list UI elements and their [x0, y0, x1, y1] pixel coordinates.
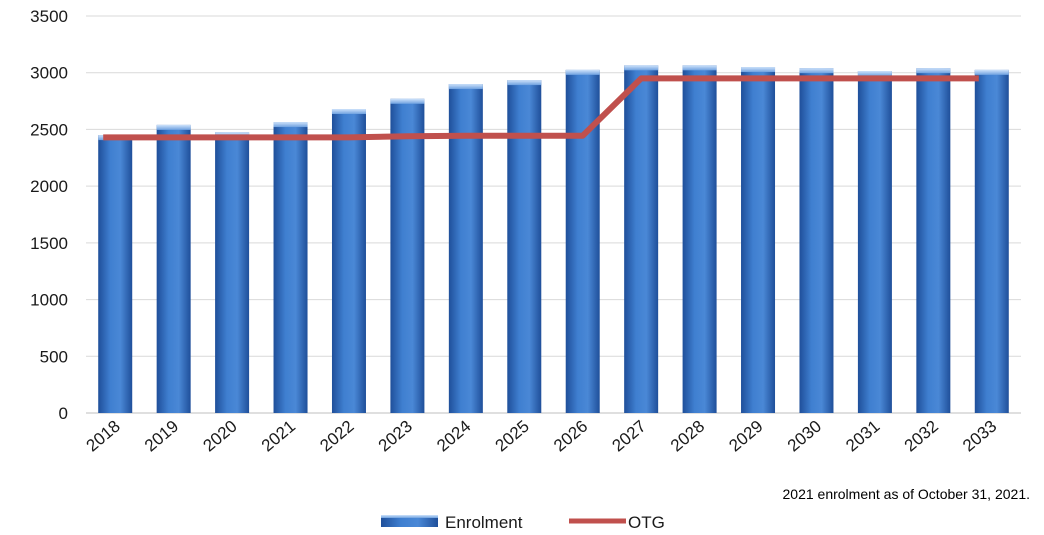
legend-swatch-enrolment — [381, 516, 438, 527]
x-tick-label: 2019 — [141, 417, 182, 456]
enrolment-bar-cap — [916, 68, 951, 74]
enrolment-bar — [273, 122, 308, 413]
enrolment-bar — [682, 65, 717, 413]
enrolment-bar-cap — [390, 98, 425, 104]
enrolment-bar-cap — [974, 69, 1009, 75]
otg-series-line — [103, 75, 979, 141]
y-tick-label: 500 — [40, 347, 68, 366]
enrolment-bars — [98, 65, 1009, 414]
enrolment-bar-cap — [857, 71, 892, 77]
enrolment-bar-cap — [507, 80, 542, 86]
enrolment-bar — [857, 71, 892, 414]
enrolment-bar-cap — [156, 124, 191, 130]
enrolment-bar-cap — [741, 67, 776, 73]
y-tick-label: 3000 — [30, 64, 68, 83]
enrolment-bar — [624, 65, 659, 413]
enrolment-bar-cap — [624, 65, 659, 71]
enrolment-bar — [974, 69, 1009, 413]
enrolment-bar — [98, 135, 133, 413]
y-axis-ticks: 0 500 1000 1500 2000 2500 3000 3500 — [30, 7, 68, 423]
x-tick-label: 2031 — [842, 417, 883, 456]
x-tick-label: 2033 — [959, 417, 1000, 456]
legend-label-enrolment: Enrolment — [445, 513, 523, 532]
x-tick-label: 2018 — [83, 417, 124, 456]
x-tick-label: 2022 — [316, 417, 357, 456]
y-tick-label: 1000 — [30, 291, 68, 310]
x-tick-label: 2021 — [258, 417, 299, 456]
x-tick-label: 2027 — [609, 417, 650, 456]
y-tick-label: 2500 — [30, 120, 68, 139]
enrolment-bar-cap — [565, 69, 600, 75]
enrolment-bar-cap — [331, 109, 366, 115]
enrolment-bar-cap — [448, 84, 483, 90]
enrolment-bar-cap — [682, 65, 717, 71]
enrolment-bar — [799, 68, 834, 414]
enrolment-bar — [916, 68, 951, 414]
legend-label-otg: OTG — [628, 513, 665, 532]
x-axis-ticks: 2018 2019 2020 2021 2022 2023 2024 2025 2026 2027… — [83, 417, 1001, 456]
y-tick-label: 3500 — [30, 7, 68, 26]
enrolment-bar — [156, 124, 191, 414]
otg-line — [103, 75, 979, 141]
x-tick-label: 2023 — [375, 417, 416, 456]
legend-swatch-enrolment-cap — [381, 515, 438, 518]
x-tick-label: 2030 — [784, 417, 825, 456]
enrolment-bar — [390, 98, 425, 413]
y-tick-label: 1500 — [30, 234, 68, 253]
enrolment-bar — [741, 67, 776, 414]
enrolment-bar — [448, 84, 483, 414]
enrolment-bar — [507, 80, 542, 413]
x-tick-label: 2026 — [550, 417, 591, 456]
y-tick-label: 2000 — [30, 177, 68, 196]
chart-note: 2021 enrolment as of October 31, 2021. — [783, 486, 1031, 502]
x-tick-label: 2029 — [725, 417, 766, 456]
enrolment-bar — [331, 109, 366, 414]
x-tick-label: 2025 — [492, 417, 533, 456]
enrolment-bar-cap — [799, 68, 834, 74]
legend: Enrolment OTG — [381, 513, 665, 532]
x-tick-label: 2020 — [199, 417, 240, 456]
enrolment-bar — [215, 132, 250, 413]
x-tick-label: 2032 — [901, 417, 942, 456]
y-tick-label: 0 — [59, 404, 68, 423]
x-tick-label: 2024 — [433, 417, 474, 456]
enrolment-bar-cap — [273, 122, 308, 128]
x-tick-label: 2028 — [667, 417, 708, 456]
